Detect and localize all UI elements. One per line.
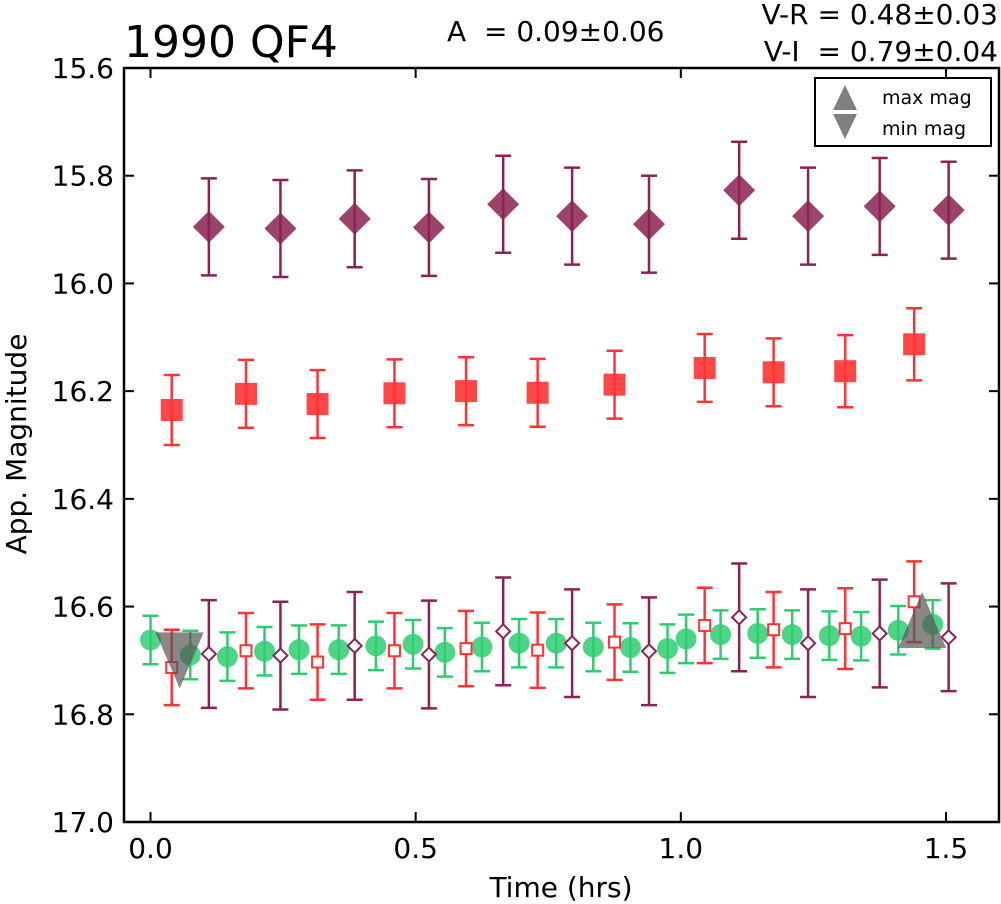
chart-title: 1990 QF4 xyxy=(124,17,338,68)
data-point-circle xyxy=(508,632,530,654)
data-point-open-diamond xyxy=(940,628,958,646)
data-point-diamond xyxy=(792,200,825,233)
data-point-circle xyxy=(140,629,162,651)
data-point-circle xyxy=(619,637,641,659)
plot-frame xyxy=(122,66,1001,824)
data-point-open-diamond xyxy=(799,634,817,652)
data-point-square xyxy=(160,398,183,421)
data-point-diamond xyxy=(932,194,965,227)
data-point-diamond xyxy=(723,174,756,207)
data-point-diamond xyxy=(863,190,896,223)
data-point-circle xyxy=(781,624,803,646)
data-point-open-square xyxy=(838,622,852,636)
data-point-square xyxy=(603,373,626,396)
data-point-open-diamond xyxy=(346,637,364,655)
data-point-open-square xyxy=(531,643,545,657)
data-point-circle xyxy=(545,632,567,654)
data-point-circle xyxy=(254,640,276,662)
data-point-open-square xyxy=(239,644,253,658)
data-point-circle xyxy=(675,628,697,650)
legend: max mag min mag xyxy=(814,77,992,147)
data-point-circle xyxy=(710,624,732,646)
data-point-diamond xyxy=(556,200,589,233)
data-point-circle xyxy=(402,633,424,655)
data-point-square xyxy=(306,393,329,416)
data-point-square xyxy=(455,380,478,403)
plot-marks xyxy=(140,140,965,711)
y-tick-label: 17.0 xyxy=(52,806,114,839)
min-mag-marker xyxy=(155,632,204,689)
data-point-open-diamond xyxy=(563,634,581,652)
data-point-diamond xyxy=(633,208,665,241)
series-diamond-filled xyxy=(192,140,965,279)
extrema-markers xyxy=(155,592,947,689)
data-point-diamond xyxy=(338,202,371,235)
data-point-square xyxy=(234,382,257,405)
data-point-open-square xyxy=(608,635,622,649)
legend-min-mag-label: min mag xyxy=(882,118,966,140)
x-axis-label: Time (hrs) xyxy=(488,871,632,904)
legend-max-mag-label: max mag xyxy=(882,87,972,109)
y-tick-label: 16.6 xyxy=(52,591,114,624)
data-point-square xyxy=(762,361,785,384)
data-point-open-square xyxy=(767,623,781,637)
v-i-annotation: V-I = 0.79±0.04 xyxy=(764,35,998,68)
data-point-open-diamond xyxy=(200,645,218,663)
axis-ticks: 0.0 0.5 1.0 1.5 15.6 15.8 16.0 16.2 16.4 16.6 16.8… xyxy=(52,52,999,865)
v-r-annotation: V-R = 0.48±0.03 xyxy=(762,0,998,31)
data-point-circle xyxy=(365,635,387,657)
y-tick-label: 15.8 xyxy=(52,160,114,193)
data-point-circle xyxy=(471,636,493,658)
data-point-square xyxy=(693,356,716,379)
data-point-circle xyxy=(582,636,604,658)
legend-min-mag-marker xyxy=(833,114,857,139)
x-tick-label: 0.0 xyxy=(128,832,173,865)
data-point-circle xyxy=(434,641,456,663)
data-point-circle xyxy=(850,625,872,647)
max-mag-marker xyxy=(898,592,947,649)
data-point-open-diamond xyxy=(420,646,438,663)
series-square-filled xyxy=(160,306,926,447)
amplitude-annotation: A = 0.09±0.06 xyxy=(447,15,664,48)
legend-max-mag-marker xyxy=(833,85,857,110)
data-point-circle xyxy=(657,638,679,660)
data-point-open-square xyxy=(387,644,401,658)
data-point-diamond xyxy=(412,211,445,244)
data-point-open-diamond xyxy=(730,608,748,626)
x-tick-label: 1.5 xyxy=(924,832,969,865)
x-tick-label: 0.5 xyxy=(393,832,438,865)
data-point-open-square xyxy=(311,655,325,669)
data-point-open-diamond xyxy=(871,625,889,642)
y-axis-label: App. Magnitude xyxy=(0,334,33,555)
data-point-square xyxy=(903,333,926,356)
y-tick-label: 16.0 xyxy=(52,267,114,300)
y-tick-label: 15.6 xyxy=(52,52,114,85)
y-tick-label: 16.4 xyxy=(52,483,114,516)
data-point-open-diamond xyxy=(640,642,658,660)
data-point-open-square xyxy=(459,642,473,656)
data-point-diamond xyxy=(264,212,297,245)
data-point-square xyxy=(383,382,406,405)
y-tick-label: 16.8 xyxy=(52,698,114,731)
data-point-open-diamond xyxy=(494,622,512,640)
data-point-open-diamond xyxy=(272,647,289,664)
data-point-square xyxy=(526,381,549,404)
data-point-circle xyxy=(818,625,840,647)
data-point-diamond xyxy=(192,210,225,243)
data-point-circle xyxy=(216,646,238,668)
data-point-circle xyxy=(328,639,350,661)
y-tick-label: 16.2 xyxy=(52,375,114,408)
data-point-circle xyxy=(747,623,769,644)
data-point-circle xyxy=(288,639,310,661)
data-point-open-square xyxy=(698,618,712,632)
data-point-diamond xyxy=(487,188,520,221)
data-point-square xyxy=(834,360,857,383)
x-tick-label: 1.0 xyxy=(659,832,704,865)
series-diamond-open xyxy=(200,562,958,711)
